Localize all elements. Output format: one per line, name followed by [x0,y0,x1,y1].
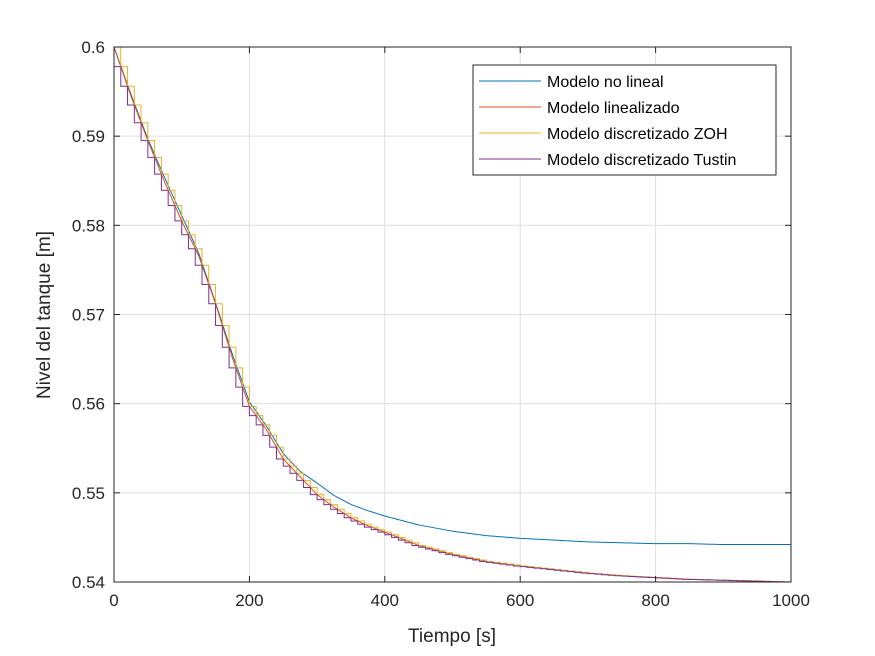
series-line-4 [114,66,791,582]
tick-labels: 0 200 400 600 800 1000 0.54 0.55 0.56 0.57 0.58 0.5… [72,38,810,610]
legend-entry-label: Modelo discretizado Tustin [547,152,736,169]
legend-entry-label: Modelo no lineal [547,74,664,91]
y-tick-label: 0.55 [72,484,105,503]
legend: Modelo no lineal Modelo linealizado Modelo… [472,64,777,176]
y-tick-label: 0.58 [72,216,105,235]
y-tick-label: 0.57 [72,306,105,325]
y-tick-label: 0.59 [72,127,105,146]
x-tick-label: 0 [109,591,118,610]
legend-entry-label: Modelo discretizado ZOH [547,126,728,143]
x-tick-label: 200 [235,591,263,610]
y-axis-label: Nivel del tanque [m] [34,231,55,399]
plot-area [114,47,791,582]
y-tick-label: 0.56 [72,395,105,414]
x-tick-label: 1000 [772,591,810,610]
x-tick-label: 400 [371,591,399,610]
y-tick-label: 0.54 [72,573,105,592]
x-tick-label: 600 [506,591,534,610]
legend-entry-label: Modelo linealizado [547,100,680,117]
x-tick-label: 800 [641,591,669,610]
series-line-1 [114,47,791,546]
y-tick-label: 0.6 [81,38,105,57]
axes [113,46,792,583]
x-axis-label: Tiempo [s] [408,626,496,647]
legend-box [472,64,777,176]
